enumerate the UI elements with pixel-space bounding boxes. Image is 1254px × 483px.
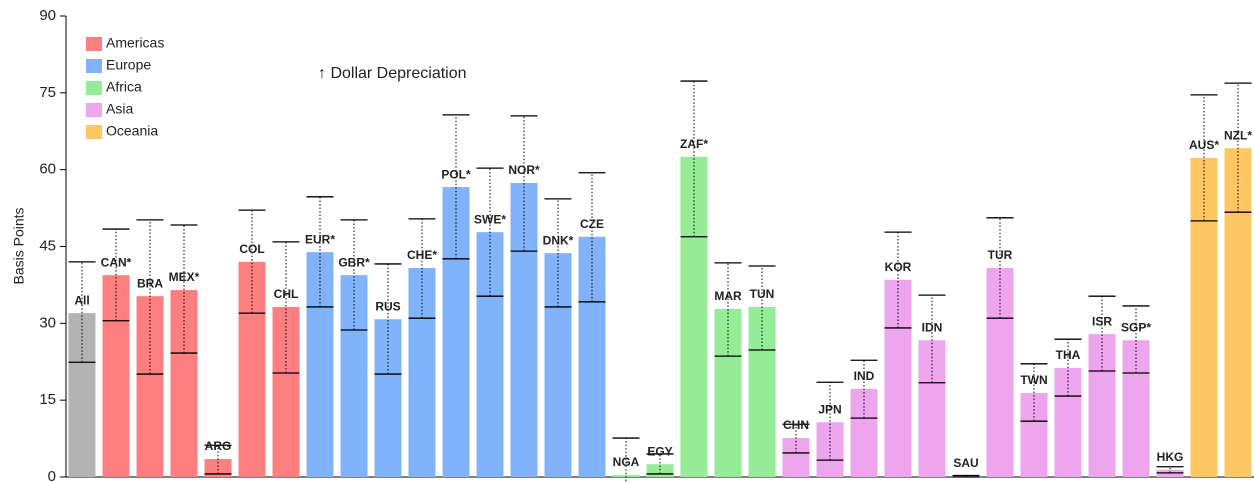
bar-label: BRA [137,276,163,290]
y-axis-label: Basis Points [11,207,27,284]
bar-label: ARG [205,439,232,453]
bar-label: HKG [1157,450,1184,464]
bar-label: SAU [953,456,978,470]
bar [204,459,232,477]
bar-label: TWN [1020,373,1047,387]
bar-label: EGY [647,444,672,458]
bar [850,388,878,477]
bar-label: SGP* [1121,320,1151,334]
bar-label: TUR [988,248,1013,262]
bar [136,296,164,477]
bar-label: EUR* [305,232,335,246]
bar [1122,340,1150,477]
bar-label: IND [854,369,875,383]
bar-label: THA [1056,348,1081,362]
bar-label: KOR [885,260,912,274]
bar-label: DNK* [543,233,574,247]
y-tick-label: 45 [39,237,56,254]
y-tick-label: 15 [39,391,56,408]
legend-label: Asia [106,101,133,117]
bar-label: MEX* [169,270,200,284]
legend-label: Americas [106,35,164,51]
legend-label: Africa [106,79,142,95]
bar [1190,157,1218,477]
bar [1088,334,1116,477]
bar-label: TUN [750,287,775,301]
bar [374,319,402,477]
y-tick-label: 75 [39,84,56,101]
bar [476,232,504,477]
bar [272,306,300,477]
bar [510,182,538,478]
bar-label: CHN [783,418,809,432]
bar-label: COL [239,242,264,256]
bar-label: SWE* [474,212,506,226]
legend-label: Europe [106,57,151,73]
bar-label: POL* [441,167,471,181]
bar [782,438,810,477]
y-tick-label: 0 [48,468,56,483]
bar-label: IDN [922,320,943,334]
bar-label: NZL* [1224,128,1252,142]
y-tick-label: 60 [39,161,56,178]
bar [918,340,946,477]
bar-label: CZE [580,217,604,231]
bar [714,308,742,477]
bar-label: ZAF* [680,137,708,151]
bar [680,156,708,477]
bar [1054,367,1082,477]
bar-label: JPN [818,402,841,416]
bar-label: All [74,293,89,307]
bar-label: NGA [613,455,640,469]
bar [544,253,572,477]
bar-label: CHL [274,287,299,301]
legend-swatch [86,37,102,51]
bar-label: AUS* [1189,138,1219,152]
bar [442,187,470,478]
bar [612,474,640,477]
bar-label: CAN* [101,255,132,269]
legend-swatch [86,59,102,73]
bar [170,290,198,477]
bar-label: GBR* [338,255,370,269]
legend-swatch [86,81,102,95]
bar-label: NOR* [508,163,540,177]
annotation: ↑ Dollar Depreciation [318,65,467,82]
bar-label: ISR [1092,314,1112,328]
legend-swatch [86,103,102,117]
y-tick-label: 30 [39,314,56,331]
bar [306,252,334,477]
legend-label: Oceania [106,123,158,139]
bar [1020,392,1048,477]
y-tick-label: 90 [39,7,56,24]
bar-label: RUS [375,299,400,313]
bar [1224,148,1252,478]
bar-label: MAR [714,289,742,303]
bar-label: CHE* [407,248,437,262]
legend-swatch [86,125,102,139]
